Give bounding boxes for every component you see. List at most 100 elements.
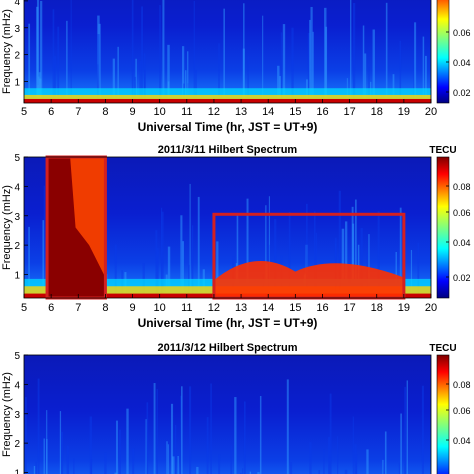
streak (414, 22, 417, 103)
streak (185, 70, 187, 103)
x-tick-label: 20 (425, 106, 437, 118)
x-tick-label: 5 (21, 302, 27, 314)
x-tick-label: 20 (425, 302, 437, 314)
streak (180, 215, 183, 298)
streak (117, 46, 119, 103)
x-tick-label: 13 (235, 302, 247, 314)
streak (139, 60, 142, 103)
streak (156, 247, 159, 298)
streak (312, 31, 314, 103)
streak (345, 221, 348, 298)
axes-frame (23, 354, 432, 474)
streak (162, 0, 165, 103)
heatmap-background (24, 355, 431, 474)
streak (230, 445, 232, 474)
streak (274, 219, 277, 298)
y-tick-label: 5 (14, 351, 20, 362)
axes-frame (23, 0, 432, 104)
colorbar-tick-label: 0.06 (453, 208, 471, 218)
streak (182, 46, 185, 103)
streak (159, 5, 161, 103)
streak (70, 0, 72, 103)
energy-region-core (47, 157, 106, 298)
y-tick-label: 2 (14, 51, 20, 62)
streak (404, 386, 406, 474)
streak (362, 25, 365, 103)
streak (112, 58, 115, 103)
streak (329, 393, 332, 474)
x-tick-label: 8 (102, 106, 108, 118)
streak (310, 6, 313, 103)
streak (126, 408, 129, 474)
x-tick-label: 16 (316, 302, 328, 314)
streak (259, 395, 262, 474)
streak (223, 8, 225, 103)
x-tick-label: 6 (48, 106, 54, 118)
streak (368, 234, 370, 298)
streak (172, 456, 175, 474)
x-tick-label: 12 (208, 106, 220, 118)
streak (307, 32, 311, 103)
streak (97, 34, 100, 103)
x-tick-label: 9 (129, 106, 135, 118)
streak (289, 462, 293, 474)
streak (166, 441, 168, 474)
x-tick-label: 14 (262, 106, 274, 118)
streak (156, 389, 158, 474)
y-tick-label: 1 (14, 271, 20, 282)
streak (242, 468, 244, 474)
streak (37, 378, 40, 474)
streak (257, 472, 260, 474)
streak (247, 55, 249, 103)
colorbar-tick-label: 0.04 (453, 58, 471, 68)
streak (197, 196, 200, 298)
streak (54, 55, 57, 103)
x-tick-label: 19 (398, 106, 410, 118)
streak (350, 0, 352, 103)
streak (243, 3, 245, 103)
x-tick-label: 5 (21, 106, 27, 118)
y-tick-label: 2 (14, 241, 20, 252)
streak (352, 416, 354, 474)
streak (155, 230, 158, 298)
heatmap-2 (24, 157, 431, 298)
streak (323, 449, 325, 474)
streak (410, 249, 413, 298)
colorbar (436, 354, 450, 474)
colorbar-tick-label: 0.08 (453, 182, 471, 192)
colorbar-label: TECU (429, 145, 456, 156)
streak (28, 23, 31, 103)
colorbar-tick-label: 0.02 (453, 273, 471, 283)
streak (366, 449, 369, 474)
x-axis-label: Universal Time (hr, JST = UT+9) (138, 316, 318, 330)
streak (337, 436, 339, 474)
streak (372, 29, 375, 103)
streak (114, 244, 117, 298)
y-tick-label: 3 (14, 410, 20, 421)
streak (195, 69, 197, 103)
axes-frame (23, 156, 432, 299)
streak (167, 44, 170, 103)
streak (421, 385, 424, 474)
streak (35, 461, 37, 474)
streak (189, 386, 192, 474)
y-axis-label: Frequency (mHz) (1, 9, 13, 94)
streak (422, 36, 425, 103)
streak (167, 246, 171, 298)
streak (66, 445, 69, 474)
x-tick-label: 11 (181, 106, 192, 118)
y-tick-label: 4 (14, 380, 20, 391)
streak (338, 190, 341, 298)
streak (33, 465, 36, 474)
streak (352, 223, 355, 298)
streak (210, 383, 212, 474)
low-freq-band-peak (24, 98, 431, 103)
streak (368, 67, 370, 103)
x-tick-label: 7 (75, 106, 81, 118)
y-tick-label: 4 (14, 182, 20, 193)
streak (243, 401, 246, 474)
streak (398, 462, 401, 474)
x-tick-label: 15 (289, 302, 301, 314)
streak (277, 65, 280, 103)
